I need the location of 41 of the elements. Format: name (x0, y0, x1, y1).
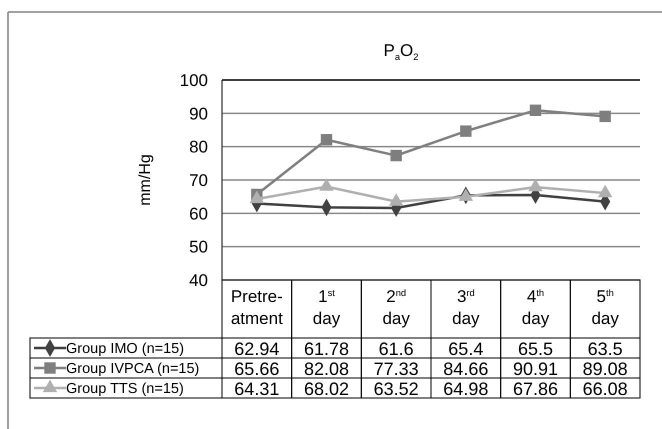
data-label: 62.94 (234, 339, 280, 359)
point (320, 134, 332, 146)
y-tick-label: 80 (189, 138, 208, 157)
data-label: 67.86 (512, 379, 558, 399)
category-label: 2$^{nd}$ day (382, 287, 410, 328)
data-label: 61.78 (304, 339, 350, 359)
data-label: 63.5 (588, 339, 623, 359)
data-label: 82.08 (304, 359, 350, 379)
point (530, 104, 542, 116)
data-label: 64.31 (234, 379, 280, 399)
data-label: 84.66 (443, 359, 488, 379)
legend-label: Group TTS (n=15) (66, 381, 184, 397)
data-label: 65.5 (518, 339, 554, 359)
y-tick-label: 90 (189, 104, 208, 124)
x-tick-label: Pretre- atment (230, 287, 284, 328)
y-tick-label: 40 (189, 271, 208, 290)
data-label: 65.66 (234, 359, 280, 379)
data-label: 90.91 (512, 359, 558, 379)
data-label: 65.4 (448, 339, 484, 359)
y-tick-label: 50 (189, 238, 208, 257)
category-label: 5$^{th}$ day (591, 287, 619, 328)
point (390, 150, 402, 162)
y-tick-label: 70 (189, 171, 208, 190)
data-label: 66.08 (582, 379, 628, 399)
y-axis-title: mm/Hg (137, 154, 154, 206)
y-tick-label: 100 (180, 71, 208, 90)
point (599, 110, 611, 122)
legend-label: Group IVPCA (n=15) (66, 361, 200, 377)
data-label: 89.08 (582, 359, 628, 379)
point (460, 125, 472, 137)
data-label: 63.52 (374, 379, 419, 399)
data-label: 61.6 (378, 339, 414, 359)
category-label: 3$^{rd}$ day (452, 287, 480, 328)
y-tick-label: 60 (189, 204, 208, 224)
category-label: 1$^{st}$ day (312, 287, 340, 328)
legend-label: Group IMO (n=15) (66, 341, 184, 357)
data-label: 77.33 (374, 359, 419, 379)
category-label: 4$^{th}$ day (522, 287, 550, 328)
data-label: 64.98 (443, 379, 488, 399)
chart-title: P$_{a}$O$_{2}$ (384, 41, 418, 62)
data-label: 68.02 (304, 379, 350, 399)
